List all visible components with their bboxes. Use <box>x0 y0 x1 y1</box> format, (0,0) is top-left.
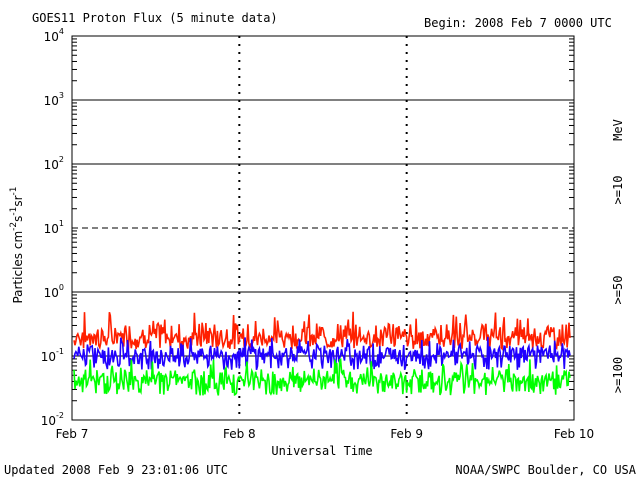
x-tick-label: Feb 9 <box>390 427 423 441</box>
legend-50mev: >=50 <box>611 276 625 305</box>
legend-10mev: >=10 <box>611 176 625 205</box>
y-axis-label: Particles cm-2s-1sr-1 <box>9 186 25 303</box>
x-axis-label: Universal Time <box>271 444 372 458</box>
y-tick-label: 100 <box>44 283 64 300</box>
legend-100mev: >=100 <box>611 357 625 393</box>
x-tick-label: Feb 8 <box>223 427 256 441</box>
y-tick-label: 102 <box>44 155 64 172</box>
y-tick-labels: 10-2 10-1 100 101 102 103 104 <box>41 27 64 428</box>
begin-time: Begin: 2008 Feb 7 0000 UTC <box>424 16 612 30</box>
series-line-100mev <box>73 358 571 397</box>
x-tick-label: Feb 7 <box>56 427 89 441</box>
x-tick-labels: Feb 7 Feb 8 Feb 9 Feb 10 <box>56 427 595 441</box>
chart-title: GOES11 Proton Flux (5 minute data) <box>32 11 278 25</box>
y-tick-label: 10-1 <box>41 347 64 364</box>
y-tick-label: 10-2 <box>41 411 64 428</box>
units-label: MeV <box>611 119 625 141</box>
x-tick-label: Feb 10 <box>554 427 594 441</box>
credit: NOAA/SWPC Boulder, CO USA <box>455 463 636 477</box>
series-line-50mev <box>73 336 571 372</box>
y-tick-label: 104 <box>44 27 64 44</box>
updated-time: Updated 2008 Feb 9 23:01:06 UTC <box>4 463 228 477</box>
series-lines <box>73 311 571 397</box>
y-tick-label: 101 <box>44 219 64 236</box>
y-tick-label: 103 <box>44 91 64 108</box>
